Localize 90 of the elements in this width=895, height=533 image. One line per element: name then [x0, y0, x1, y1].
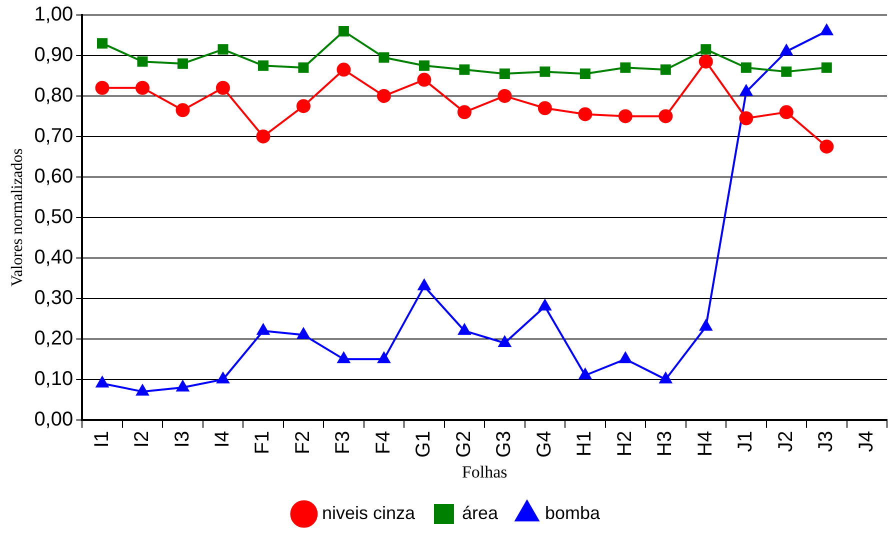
point [96, 376, 108, 388]
point [578, 368, 592, 380]
x-tick-label: I1 [90, 430, 113, 448]
point [700, 44, 712, 55]
point [779, 105, 794, 120]
point [298, 62, 309, 73]
point [538, 101, 552, 116]
x-tick-label: H2 [614, 430, 636, 456]
point [660, 64, 671, 75]
x-tick-label: G1 [412, 430, 435, 458]
y-tick-label: 0,70 [34, 124, 74, 147]
point [376, 88, 391, 103]
legend-label: bomba [545, 502, 602, 523]
point [659, 372, 672, 384]
y-tick-label: 0,10 [34, 368, 74, 390]
x-tick-label: H4 [694, 430, 716, 456]
x-axis-title: Folhas [462, 462, 508, 482]
x-tick-label: G2 [452, 430, 475, 458]
point [578, 107, 592, 122]
point [498, 336, 511, 347]
x-tick-label: I3 [171, 430, 194, 448]
point [781, 66, 792, 77]
x-tick-label: I2 [131, 430, 154, 448]
point [378, 352, 390, 364]
point [256, 129, 270, 144]
legend-label: área [462, 502, 500, 523]
x-tick-label: F1 [252, 430, 274, 454]
y-tick-label: 0,50 [34, 206, 74, 228]
point [458, 324, 471, 335]
point [297, 328, 310, 339]
x-tick-label: I4 [211, 430, 234, 448]
point [698, 54, 713, 69]
point [700, 320, 712, 331]
point [499, 68, 510, 79]
x-tick-label: H3 [654, 430, 676, 456]
point [135, 80, 150, 95]
y-tick-label: 0,80 [34, 84, 74, 106]
x-tick-label: J2 [774, 430, 797, 452]
point [177, 58, 188, 69]
point [218, 44, 228, 55]
point [417, 72, 432, 87]
x-tick-label: G4 [533, 430, 556, 458]
point [457, 105, 472, 120]
point [95, 80, 110, 95]
y-tick-label: 1,00 [34, 4, 74, 26]
x-tick-label: H1 [574, 430, 596, 456]
x-tick-label: F3 [332, 430, 354, 454]
point [338, 26, 349, 36]
point [620, 62, 631, 73]
x-tick-label: F4 [372, 430, 394, 454]
point [821, 62, 832, 73]
point [540, 66, 550, 77]
point [338, 352, 350, 364]
x-tick-label: J4 [855, 430, 878, 452]
point [739, 111, 754, 126]
point [658, 109, 673, 124]
x-tick-label: J3 [815, 430, 838, 452]
y-tick-label: 0,30 [34, 286, 74, 309]
point [459, 64, 470, 75]
point [257, 324, 270, 335]
point [378, 52, 390, 63]
point [538, 300, 552, 311]
point [618, 109, 632, 124]
point [176, 380, 189, 392]
y-tick-label: 0,20 [34, 327, 74, 350]
x-tick-label: J1 [734, 430, 757, 452]
point [820, 140, 834, 154]
point [580, 68, 590, 79]
point [498, 88, 512, 103]
point [418, 60, 430, 71]
y-tick-label: 0,40 [34, 246, 74, 268]
point [137, 56, 148, 67]
point [336, 62, 351, 77]
y-tick-label: 0,00 [34, 408, 74, 430]
point [216, 80, 230, 95]
y-axis-title: Valores normalizados [8, 148, 26, 287]
legend-label: niveis cinza [322, 502, 416, 523]
point [740, 62, 752, 73]
x-tick-label: G3 [493, 430, 516, 458]
point [619, 352, 632, 364]
point [97, 38, 108, 49]
point [136, 384, 149, 396]
point [258, 60, 268, 71]
y-tick-label: 0,90 [34, 44, 74, 66]
x-tick-label: F2 [292, 430, 314, 454]
y-tick-label: 0,60 [34, 165, 74, 188]
point [176, 103, 190, 118]
point [418, 279, 430, 290]
point [296, 99, 310, 114]
point [216, 372, 230, 384]
